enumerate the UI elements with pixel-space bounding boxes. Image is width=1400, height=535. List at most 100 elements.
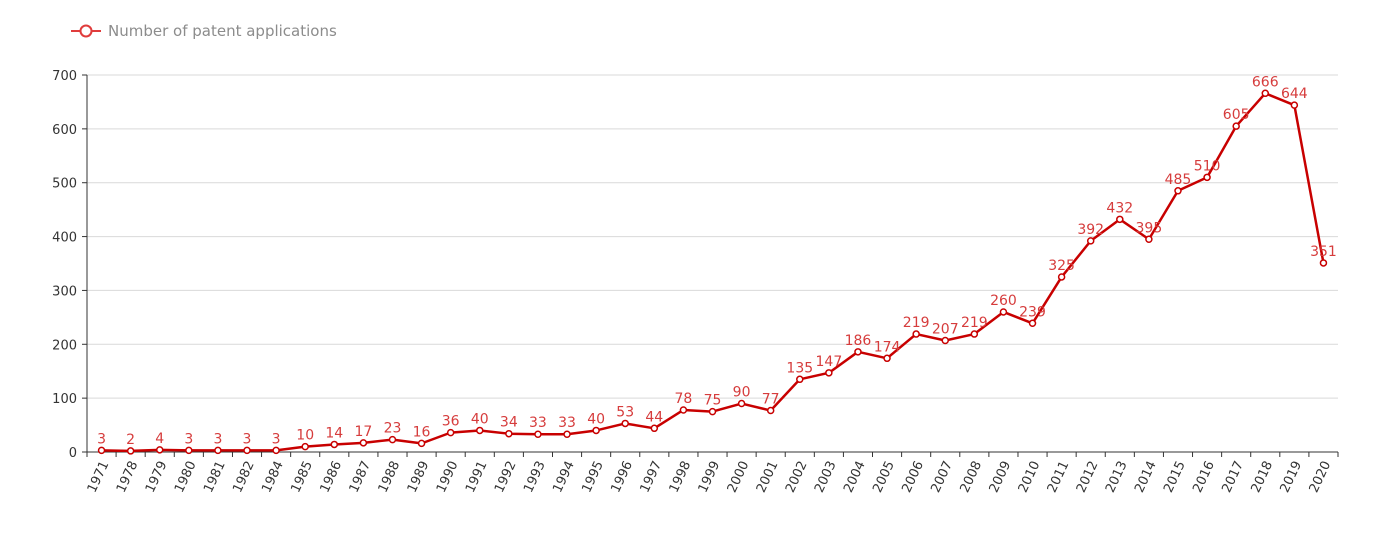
data-label: 90 [733,385,751,401]
x-tick-label: 2004 [841,459,869,495]
data-point [330,440,339,449]
data-point [854,348,862,356]
x-tick-label: 2016 [1190,459,1218,495]
y-tick-label: 600 [52,123,77,138]
data-label: 36 [442,414,460,430]
x-tick-label: 1988 [376,459,404,495]
data-label: 40 [587,411,605,427]
data-label: 605 [1223,107,1250,123]
data-label: 2 [126,432,135,448]
x-tick-label: 2001 [754,459,782,495]
x-tick-label: 1990 [434,459,462,495]
data-point [359,439,368,447]
x-tick-label: 2005 [870,459,898,495]
data-point [737,399,746,408]
data-point [650,424,659,433]
data-label: 3 [213,431,222,447]
x-tick-label: 2010 [1016,459,1044,495]
data-label: 485 [1165,172,1192,188]
data-label: 644 [1281,86,1308,102]
data-label: 3 [243,431,252,447]
data-label: 239 [1019,304,1046,320]
data-label: 147 [816,354,843,370]
data-point [301,442,309,451]
x-tick-label: 2020 [1307,459,1335,495]
data-label: 395 [1136,220,1163,236]
data-label: 34 [500,415,518,431]
x-tick-label: 1992 [492,459,520,495]
data-point [592,426,600,435]
y-tick-label: 500 [52,177,77,192]
data-label: 23 [384,421,402,437]
data-point [912,330,920,338]
x-tick-label: 2013 [1103,459,1131,495]
x-tick-label: 1994 [550,459,578,495]
data-label: 432 [1106,200,1133,216]
data-point [126,447,135,455]
data-label: 219 [961,315,988,331]
data-label: 325 [1048,258,1075,274]
x-tick-label: 1986 [318,459,346,495]
data-label: 3 [272,431,281,447]
data-point [621,419,629,428]
x-tick-label: 2000 [725,459,753,495]
x-tick-label: 1980 [172,459,200,495]
x-tick-label: 1981 [201,459,229,495]
data-point [1116,215,1124,224]
x-tick-label: 1993 [521,459,549,495]
data-point [708,407,717,416]
x-tick-label: 1971 [85,459,113,495]
data-label: 3 [184,431,193,447]
x-tick-label: 2008 [958,459,986,495]
data-point [97,446,106,455]
data-point [1290,101,1299,109]
x-tick-label: 1985 [288,459,316,495]
data-point [970,330,979,338]
data-point [1145,235,1153,244]
x-tick-label: 1996 [608,459,636,495]
x-tick-label: 1987 [347,459,375,495]
x-tick-label: 2019 [1278,459,1306,495]
data-point [272,446,280,455]
x-tick-label: 2003 [812,459,840,495]
x-tick-label: 2014 [1132,459,1160,495]
data-point [446,428,455,437]
x-tick-label: 1989 [405,459,433,495]
data-label: 186 [845,333,872,349]
data-label: 40 [471,411,489,427]
y-tick-label: 200 [52,338,77,353]
data-label: 14 [325,425,343,441]
data-label: 510 [1194,158,1221,174]
data-label: 260 [990,293,1017,309]
data-point [214,446,222,455]
x-tick-label: 2018 [1248,459,1276,495]
x-tick-label: 2007 [928,459,956,495]
data-point [476,426,484,435]
x-tick-label: 2009 [987,459,1015,495]
x-tick-label: 1997 [638,459,666,495]
legend[interactable]: Number of patent applications [70,22,337,40]
y-tick-label: 700 [52,69,77,84]
x-tick-label: 1991 [463,459,491,495]
data-label: 4 [155,431,164,447]
data-point [999,308,1008,316]
x-tick-label: 1982 [230,459,258,495]
data-point [155,446,164,454]
data-point [505,429,513,438]
data-label: 666 [1252,74,1279,90]
data-point [883,354,891,363]
data-label: 392 [1077,222,1104,238]
data-point [796,375,804,384]
x-tick-label: 1984 [259,459,287,495]
x-tick-label: 2012 [1074,459,1102,495]
data-point [1174,187,1182,195]
y-tick-label: 300 [52,284,77,299]
data-label: 17 [354,424,372,440]
data-point [766,406,775,415]
data-point [563,430,571,438]
x-tick-label: 2011 [1045,459,1073,495]
data-point [1057,273,1066,281]
data-label: 135 [786,360,813,376]
data-label: 33 [529,415,547,431]
data-point [825,369,833,377]
